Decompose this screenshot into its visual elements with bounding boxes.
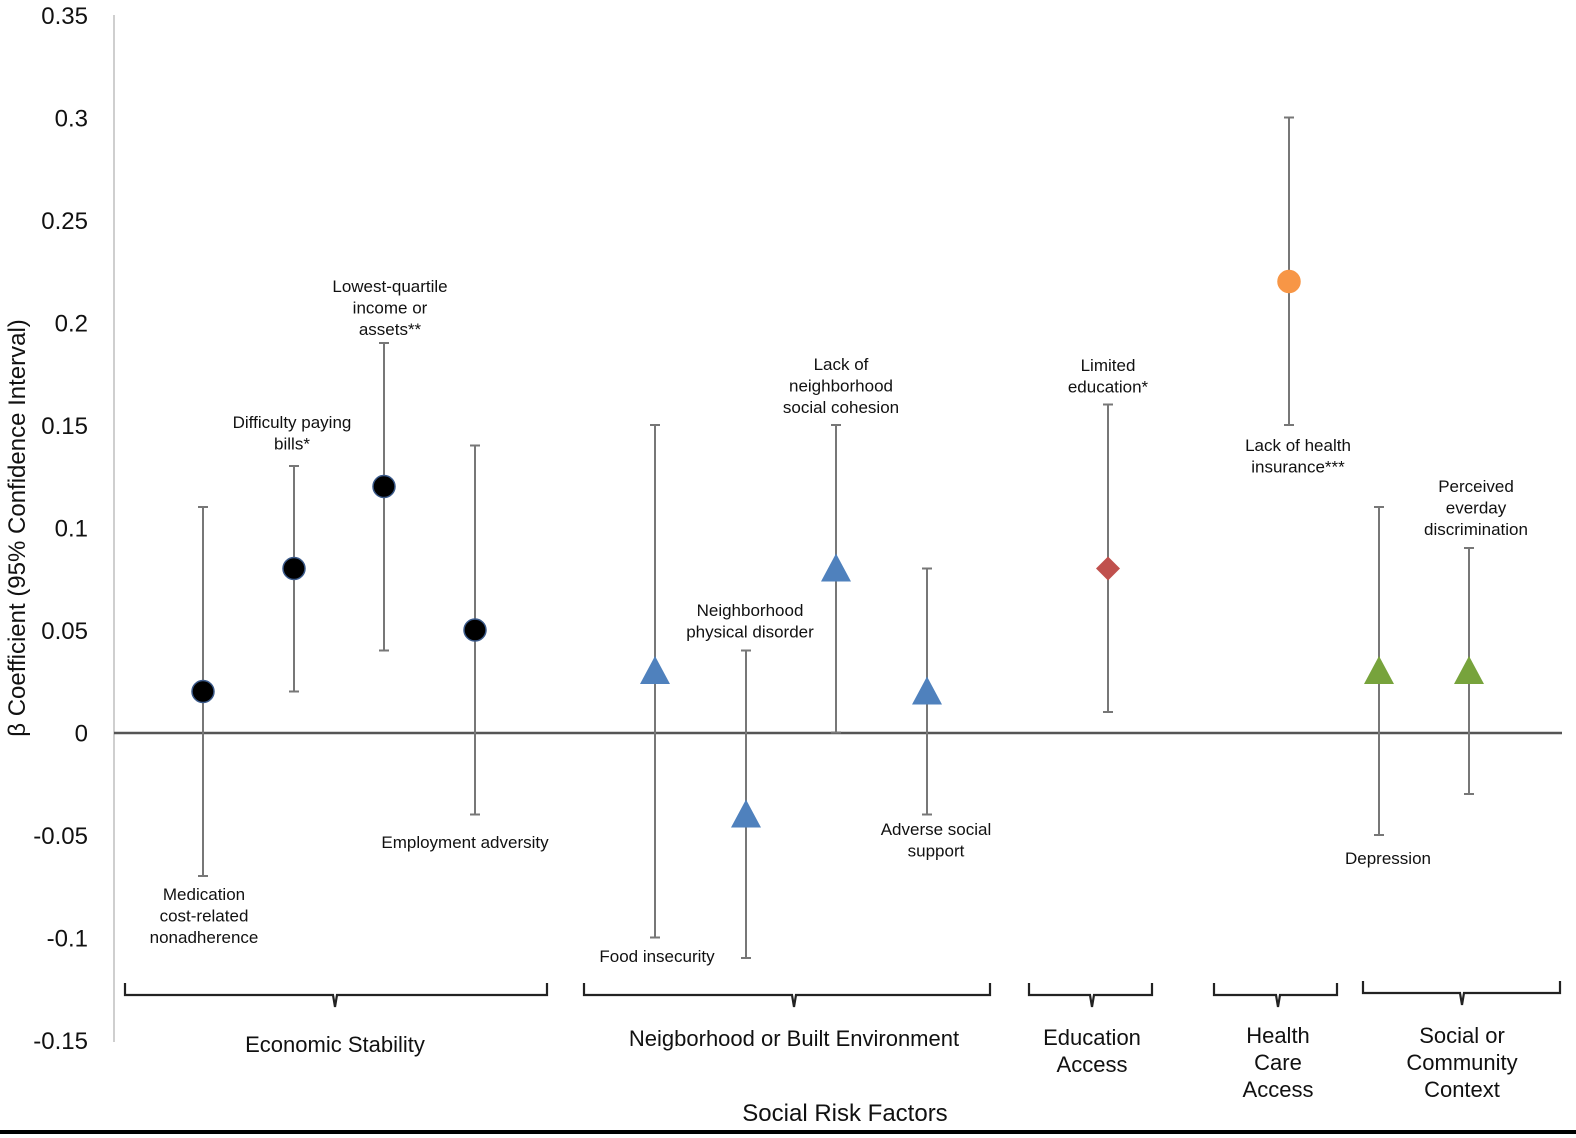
point-label: neighborhood [789,377,893,396]
point-label: Difficulty paying [233,413,352,432]
point-marker-triangle [1454,656,1484,684]
point-marker-triangle [1364,656,1394,684]
point-label: Lowest-quartile [332,277,447,296]
group-brace [582,983,992,1008]
point-marker-circle [463,618,487,642]
point-label: Limited [1081,356,1136,375]
point-label: discrimination [1424,520,1528,539]
y-tick-label: -0.05 [33,823,88,850]
point-label: support [908,842,965,861]
group-label: Health [1246,1023,1310,1048]
data-point: Difficulty paying bills* [233,413,352,693]
point-label: nonadherence [150,928,259,947]
point-label: Depression [1345,849,1431,868]
point-label: social cohesion [783,398,899,417]
data-point: Lowest-quartile income or assets** [332,277,448,652]
group-label: Access [1243,1077,1314,1102]
data-point: Employment adversity [381,444,549,852]
group-label: Social or [1419,1023,1505,1048]
y-tick-label: 0.35 [41,3,88,30]
data-point: Neighborhood physical disorder [686,601,814,959]
y-tick-label: -0.15 [33,1028,88,1055]
data-point: Medication cost-related nonadherence [150,506,259,947]
point-label: Neighborhood [697,601,804,620]
group-brace [1212,983,1339,1008]
y-tick-label: 0 [75,721,88,748]
y-tick-label: 0.15 [41,413,88,440]
data-point: Adverse social support [881,567,992,861]
group-label: Context [1424,1077,1500,1102]
group-label: Education [1043,1025,1141,1050]
point-label: everday [1446,499,1507,518]
x-axis-title: Social Risk Factors [742,1100,947,1127]
y-axis-title: β Coefficient (95% Confidence Interval) [4,319,31,737]
data-point: Limited education* [1068,356,1149,713]
point-marker-triangle [821,553,851,582]
point-marker-circle [1277,269,1301,294]
y-tick-label: -0.1 [47,926,88,953]
point-label: assets** [359,320,422,339]
point-label: Perceived [1438,477,1514,496]
point-marker-circle [372,474,396,499]
point-label: insurance*** [1251,458,1345,477]
point-marker-circle [191,679,215,704]
data-point: Perceived everday discrimination [1424,477,1528,795]
point-marker-triangle [731,799,761,828]
group-brace [1361,981,1562,1006]
group-label: Economic Stability [245,1032,425,1057]
y-tick-label: 0.3 [55,106,88,133]
group-label: Care [1254,1050,1302,1075]
point-label: Lack of [814,355,869,374]
y-tick-label: 0.25 [41,208,88,235]
point-marker-circle [282,556,306,581]
point-marker-triangle [912,676,942,705]
group-label: Access [1057,1052,1128,1077]
point-label: education* [1068,378,1149,397]
point-label: physical disorder [686,623,814,642]
point-label: Medication [163,885,245,904]
point-label: Employment adversity [381,833,549,852]
y-tick-label: 0.2 [55,311,88,338]
data-point: Lack of health insurance*** [1245,116,1351,477]
group-brace [1027,983,1154,1008]
group-label: Community [1406,1050,1517,1075]
data-point: Depression [1345,506,1431,868]
point-label: bills* [274,435,310,454]
data-point: Food insecurity [599,424,715,966]
point-label: Food insecurity [599,947,715,966]
point-label: income or [353,299,428,318]
point-label: Adverse social [881,820,992,839]
y-tick-label: 0.05 [41,618,88,645]
group-label: Neigborhood or Built Environment [629,1026,959,1051]
data-point: Lack of neighborhood social cohesion [783,355,899,734]
point-label: cost-related [160,907,249,926]
point-marker-diamond [1096,556,1120,581]
point-label: Lack of health [1245,436,1351,455]
group-brace [123,983,549,1008]
point-marker-triangle [640,656,670,684]
y-tick-label: 0.1 [55,516,88,543]
